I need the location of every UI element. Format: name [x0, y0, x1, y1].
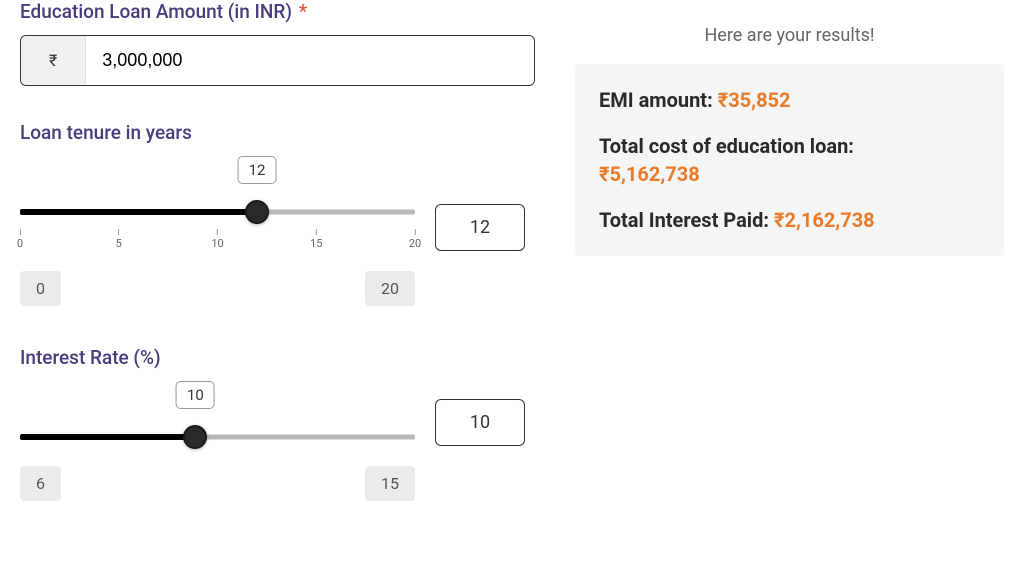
tenure-slider[interactable] [20, 201, 415, 223]
tenure-tick: 20 [409, 229, 421, 250]
results-card: EMI amount: ₹35,852 Total cost of educat… [575, 64, 1004, 256]
interest-paid-label: Total Interest Paid: [599, 208, 774, 232]
tenure-max-badge: 20 [365, 271, 415, 306]
tenure-tick: 0 [17, 229, 23, 250]
tenure-slider-tooltip: 12 [238, 156, 277, 184]
interest-value-box[interactable]: 10 [435, 399, 525, 446]
loan-amount-label: Education Loan Amount (in INR) * [20, 0, 535, 23]
interest-slider-tooltip: 10 [176, 381, 215, 409]
currency-symbol: ₹ [21, 36, 86, 85]
interest-paid-result-line: Total Interest Paid: ₹2,162,738 [599, 206, 980, 234]
tenure-label: Loan tenure in years [20, 121, 535, 144]
tenure-tick: 5 [116, 229, 122, 250]
loan-amount-label-text: Education Loan Amount (in INR) [20, 0, 292, 23]
interest-max-badge: 15 [365, 466, 415, 501]
interest-slider[interactable] [20, 426, 415, 448]
interest-min-badge: 6 [20, 466, 61, 501]
emi-label: EMI amount: [599, 88, 718, 112]
total-cost-label: Total cost of education loan: [599, 134, 854, 158]
interest-slider-fill [20, 434, 195, 440]
tenure-min-badge: 0 [20, 271, 61, 306]
emi-result-line: EMI amount: ₹35,852 [599, 86, 980, 114]
emi-value: ₹35,852 [718, 88, 791, 112]
total-cost-result-line: Total cost of education loan: ₹5,162,738 [599, 132, 980, 188]
interest-slider-area: 10 [20, 381, 415, 448]
tenure-slider-fill [20, 209, 257, 215]
results-heading: Here are your results! [575, 25, 1004, 46]
tenure-tick: 15 [310, 229, 322, 250]
tenure-slider-ticks: 05101520 [20, 229, 415, 253]
tenure-value-box[interactable]: 12 [435, 204, 525, 251]
tenure-slider-thumb[interactable] [245, 200, 269, 224]
interest-slider-thumb[interactable] [183, 425, 207, 449]
tenure-slider-area: 12 [20, 156, 415, 223]
loan-amount-input[interactable] [86, 36, 534, 85]
tenure-tick: 10 [211, 229, 223, 250]
interest-label: Interest Rate (%) [20, 346, 535, 369]
loan-amount-input-group: ₹ [20, 35, 535, 86]
required-star: * [299, 0, 307, 23]
total-cost-value: ₹5,162,738 [599, 162, 700, 186]
interest-paid-value: ₹2,162,738 [774, 208, 875, 232]
